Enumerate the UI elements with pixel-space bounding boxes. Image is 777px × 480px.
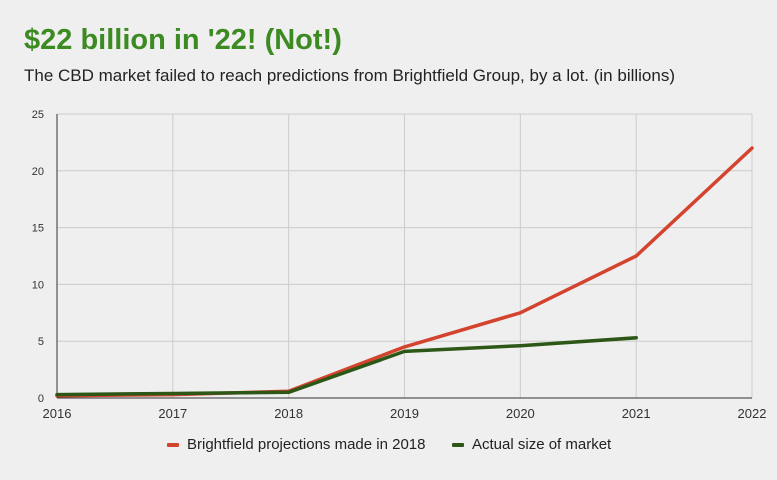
y-tick-label-15: 15: [32, 223, 44, 235]
axes: [56, 114, 752, 399]
x-tick-label-2019: 2019: [390, 406, 419, 421]
legend-label-projections: Brightfield projections made in 2018: [187, 436, 426, 453]
x-tick-label-2018: 2018: [274, 406, 303, 421]
tick-labels: 0 5 10 15 20 25 2016 2017 2018 2019 2020 2021 2022: [32, 109, 767, 421]
series-lines: [55, 146, 754, 398]
y-tick-label-20: 20: [32, 166, 44, 178]
x-tick-label-2016: 2016: [43, 406, 72, 421]
legend-swatch-actual: [452, 442, 464, 447]
y-tick-label-10: 10: [32, 279, 44, 291]
grid-lines: [57, 113, 753, 398]
x-tick-label-2017: 2017: [158, 406, 187, 421]
x-tick-label-2022: 2022: [738, 406, 767, 421]
y-tick-label-25: 25: [32, 109, 44, 121]
chart-subtitle: The CBD market failed to reach predictio…: [24, 66, 675, 85]
legend-label-actual: Actual size of market: [472, 436, 612, 453]
chart-legend: Brightfield projections made in 2018 Act…: [0, 436, 777, 458]
y-tick-label-5: 5: [38, 336, 44, 348]
x-tick-label-2021: 2021: [622, 406, 651, 421]
legend-item-actual: Actual size of market: [452, 436, 611, 453]
legend-item-projections: Brightfield projections made in 2018: [167, 436, 425, 453]
series-line-actual: [55, 336, 638, 397]
legend-swatch-projections: [167, 442, 179, 447]
y-tick-label-0: 0: [38, 393, 44, 405]
x-tick-label-2020: 2020: [506, 406, 535, 421]
chart-title: $22 billion in '22! (Not!): [24, 24, 342, 56]
